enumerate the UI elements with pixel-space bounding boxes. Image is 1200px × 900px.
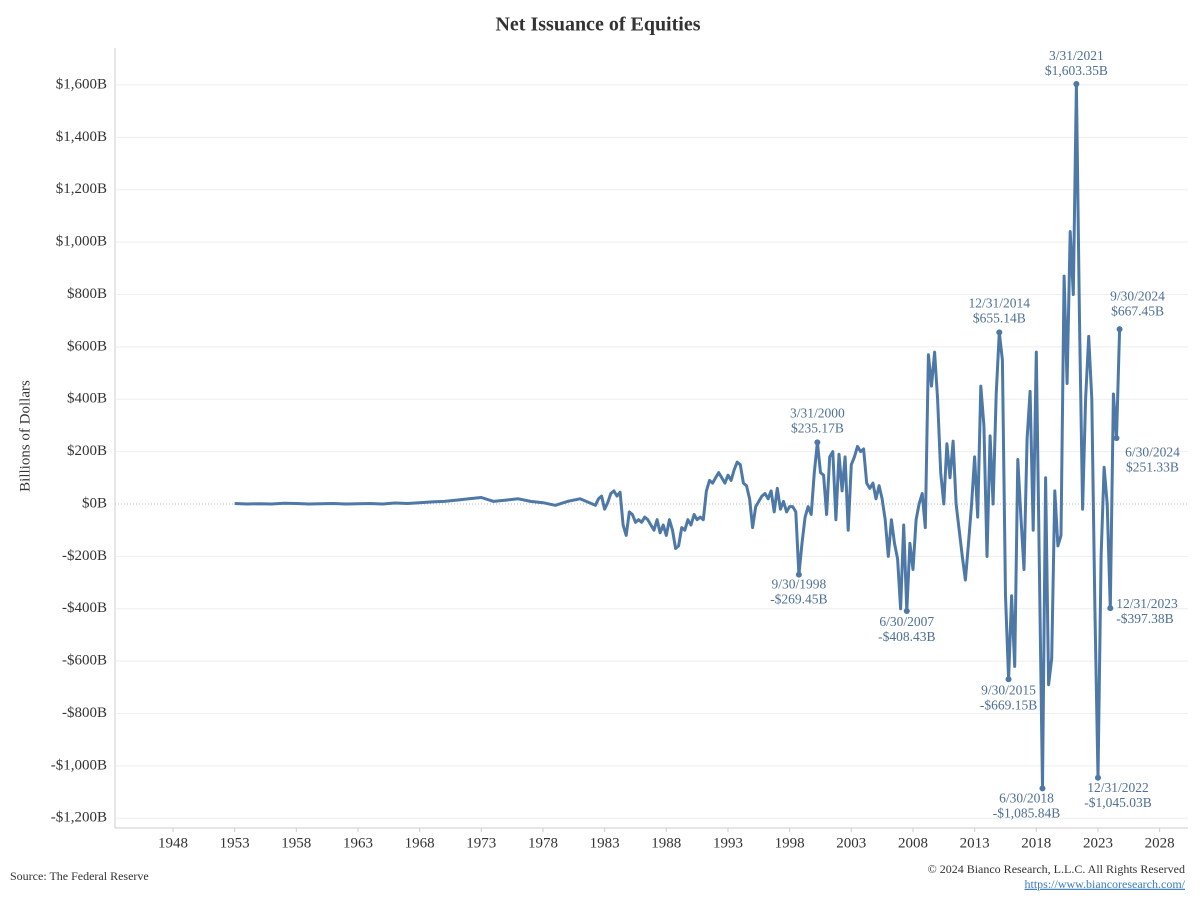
annotation-point — [1073, 81, 1080, 88]
annotation-date: 9/30/1998 — [772, 577, 827, 592]
data-line — [234, 82, 1122, 790]
y-tick-label: -$800B — [62, 705, 107, 721]
y-tick-label: $800B — [67, 286, 107, 302]
x-tick-label: 1968 — [405, 835, 435, 851]
y-tick-label: $400B — [67, 391, 107, 407]
annotation-date: 9/30/2024 — [1110, 288, 1165, 303]
annotation-value: -$1,045.03B — [1084, 795, 1152, 810]
y-tick-label: -$1,000B — [51, 757, 107, 773]
y-tick-label: -$200B — [62, 548, 107, 564]
y-tick-label: -$400B — [62, 600, 107, 616]
y-tick-label: $0B — [82, 495, 107, 511]
annotation-value: -$408.43B — [878, 629, 935, 644]
y-tick-label: $1,600B — [56, 76, 107, 92]
annotation-date: 6/30/2018 — [999, 791, 1054, 806]
annotation-point — [1005, 676, 1012, 683]
y-tick-label: $1,000B — [56, 234, 107, 250]
source-note: Source: The Federal Reserve — [10, 869, 149, 883]
annotation-point — [996, 329, 1003, 336]
x-tick-label: 1978 — [528, 835, 558, 851]
annotation-value: $251.33B — [1126, 459, 1179, 474]
annotation-date: 3/31/2000 — [790, 406, 845, 421]
annotation-value: $235.17B — [791, 421, 844, 436]
y-tick-label: -$600B — [62, 653, 107, 669]
annotation-date: 6/30/2007 — [879, 614, 934, 629]
x-tick-label: 1953 — [220, 835, 250, 851]
annotation-date: 12/31/2023 — [1116, 596, 1178, 611]
website-link[interactable]: https://www.biancoresearch.com/ — [1024, 877, 1185, 891]
annotation-point — [814, 439, 821, 446]
x-tick-label: 1948 — [158, 835, 188, 851]
annotation-point — [903, 607, 910, 614]
y-tick-label: $200B — [67, 443, 107, 459]
x-tick-label: 1983 — [590, 835, 620, 851]
annotation-point — [1039, 785, 1046, 792]
y-tick-label: $1,200B — [56, 181, 107, 197]
x-tick-label: 1998 — [775, 835, 805, 851]
x-tick-label: 2023 — [1083, 835, 1113, 851]
y-tick-label: -$1,200B — [51, 810, 107, 826]
annotation-value: -$269.45B — [770, 592, 827, 607]
annotation-value: $655.14B — [973, 311, 1026, 326]
y-axis-title: Billions of Dollars — [17, 380, 33, 492]
x-tick-label: 2003 — [836, 835, 866, 851]
annotation-value: $1,603.35B — [1045, 63, 1108, 78]
annotation-date: 9/30/2015 — [981, 682, 1036, 697]
x-tick-label: 1963 — [343, 835, 373, 851]
annotation-point — [1094, 774, 1101, 781]
x-tick-label: 1988 — [651, 835, 681, 851]
credit: © 2024 Bianco Research, L.L.C. All Right… — [928, 862, 1185, 876]
annotation-date: 3/31/2021 — [1049, 48, 1104, 63]
annotation-value: $667.45B — [1111, 303, 1164, 318]
annotation-value: -$1,085.84B — [993, 806, 1061, 821]
x-tick-label: 1973 — [466, 835, 496, 851]
annotation-point — [795, 571, 802, 578]
annotation-date: 12/31/2022 — [1087, 780, 1149, 795]
annotation-value: -$669.15B — [980, 697, 1037, 712]
annotation-date: 6/30/2024 — [1125, 444, 1180, 459]
y-tick-label: $600B — [67, 338, 107, 354]
annotation-point — [1113, 435, 1120, 442]
x-tick-label: 1958 — [281, 835, 311, 851]
x-tick-label: 2013 — [960, 835, 990, 851]
x-tick-label: 2018 — [1021, 835, 1051, 851]
annotation-value: -$397.38B — [1116, 611, 1173, 626]
annotation-point — [1116, 326, 1123, 333]
x-tick-label: 2028 — [1145, 835, 1175, 851]
x-tick-label: 1993 — [713, 835, 743, 851]
x-tick-label: 2008 — [898, 835, 928, 851]
annotation-date: 12/31/2014 — [969, 296, 1031, 311]
chart-title: Net Issuance of Equities — [495, 14, 700, 36]
y-tick-label: $1,400B — [56, 129, 107, 145]
annotation-point — [1107, 605, 1114, 612]
